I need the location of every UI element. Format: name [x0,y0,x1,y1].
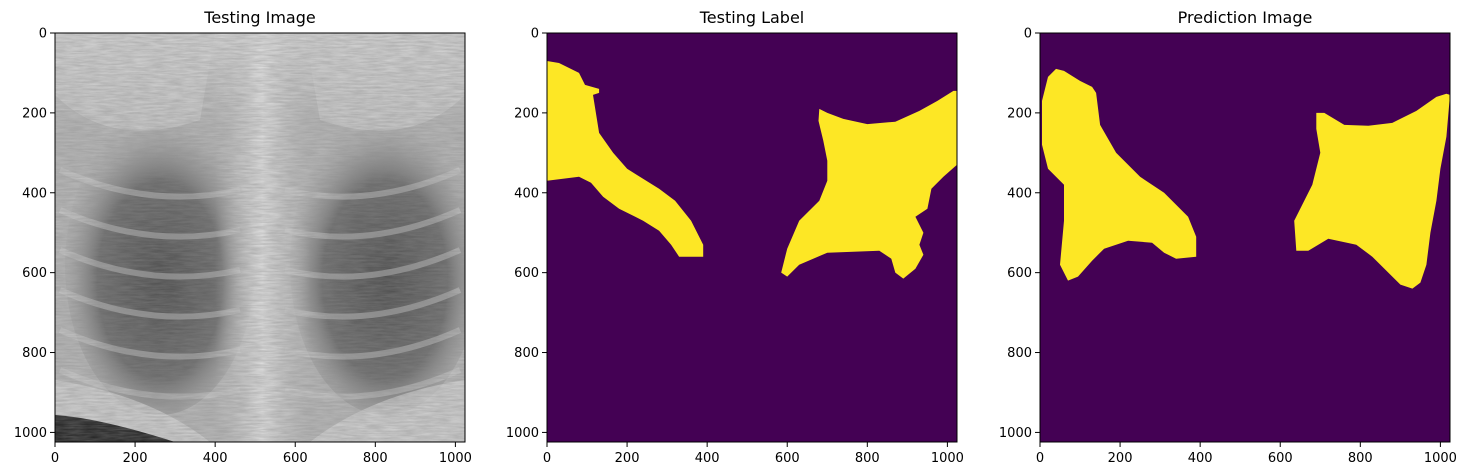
x-tick-label: 0 [1036,451,1044,466]
y-tick-label: 1000 [506,426,539,441]
x-tick-label: 400 [1188,451,1213,466]
x-tick-label: 0 [543,451,551,466]
prediction-image-panel: Prediction Image [1040,8,1450,442]
panel-title: Testing Image [203,8,315,27]
x-tick-label: 400 [203,451,228,466]
x-tick-label: 1000 [931,451,964,466]
y-tick-label: 400 [514,186,539,201]
y-tick-label: 200 [1007,106,1032,121]
testing-image-panel: Testing Image [55,8,465,442]
x-tick-label: 200 [1108,451,1133,466]
x-tick-label: 400 [695,451,720,466]
x-tick-label: 200 [615,451,640,466]
x-tick-label: 0 [51,451,59,466]
y-tick-label: 400 [22,186,47,201]
x-tick-label: 200 [123,451,148,466]
x-tick-label: 800 [1348,451,1373,466]
y-tick-label: 800 [22,346,47,361]
prediction-lung-right [1294,93,1450,289]
y-tick-label: 200 [22,106,47,121]
x-tick-label: 600 [1268,451,1293,466]
xray-image [55,33,465,442]
label-lung-left [547,61,704,257]
y-tick-label: 0 [531,27,539,42]
axes-frame [54,32,466,443]
y-tick-label: 800 [1007,346,1032,361]
y-tick-label: 0 [39,27,47,42]
x-tick-label: 600 [283,451,308,466]
axes-frame [546,32,958,443]
y-tick-label: 600 [22,266,47,281]
prediction-lung-left [1042,68,1197,281]
y-tick-label: 1000 [14,426,47,441]
y-tick-label: 1000 [999,426,1032,441]
y-tick-label: 600 [514,266,539,281]
testing-label-panel: Testing Label [547,8,957,442]
x-tick-label: 600 [775,451,800,466]
y-tick-label: 200 [514,106,539,121]
panel-title: Prediction Image [1178,8,1313,27]
y-tick-label: 400 [1007,186,1032,201]
panel-title: Testing Label [699,8,805,27]
y-tick-label: 600 [1007,266,1032,281]
x-tick-label: 800 [363,451,388,466]
axes-frame [1039,32,1451,443]
x-tick-label: 1000 [439,451,472,466]
label-lung-right [781,90,957,279]
x-tick-label: 800 [855,451,880,466]
y-tick-label: 0 [1024,27,1032,42]
y-tick-label: 800 [514,346,539,361]
x-tick-label: 1000 [1424,451,1457,466]
